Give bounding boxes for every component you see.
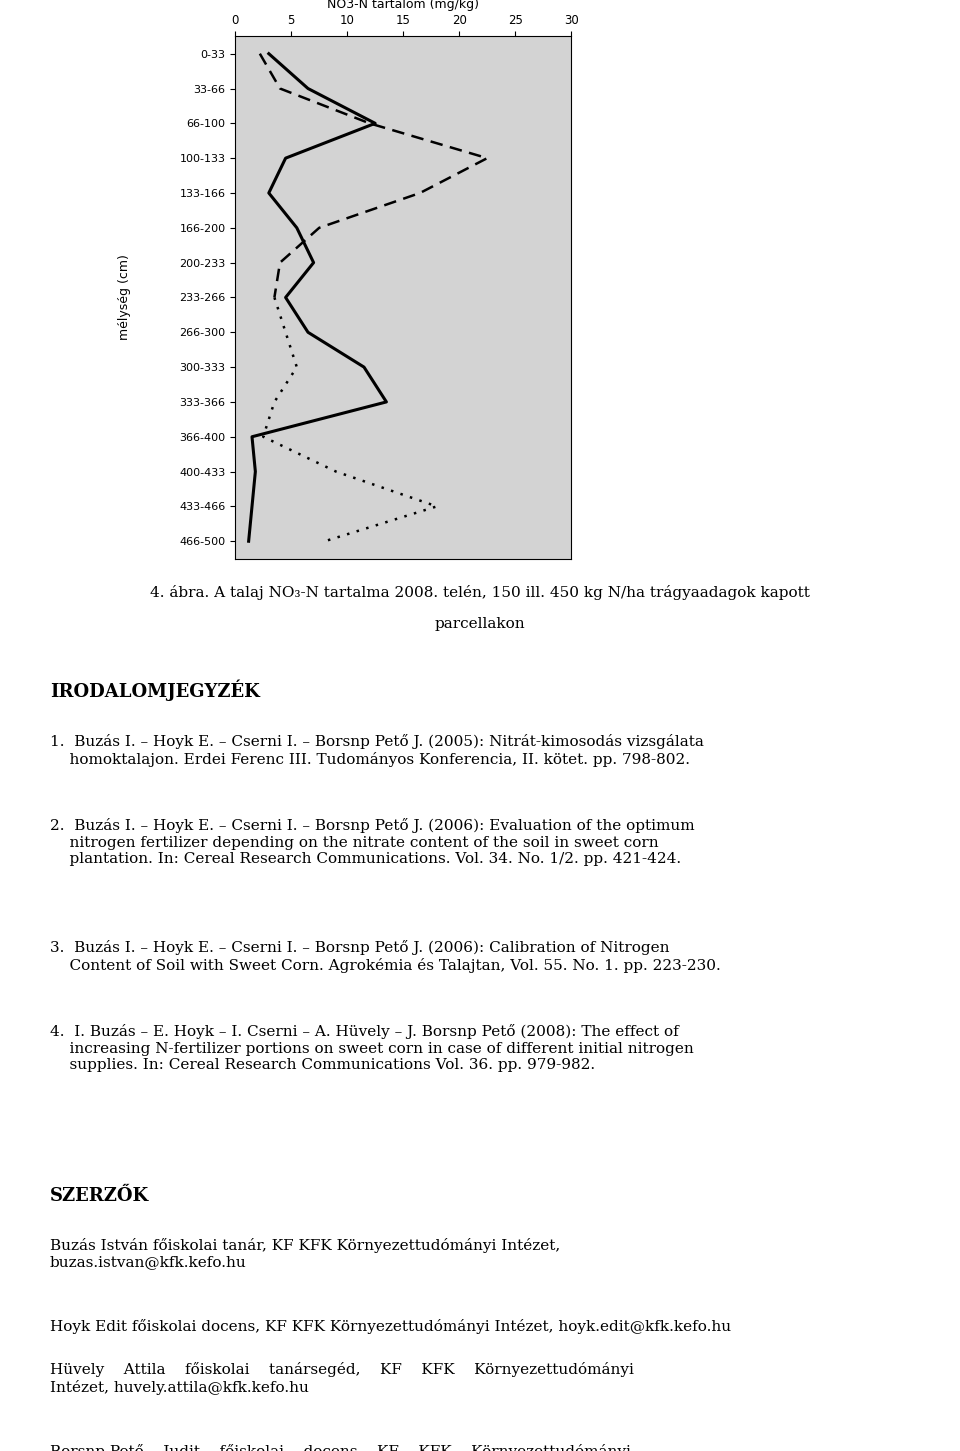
Text: Borsnp Pető    Judit    főiskolai    docens    KF    KFK    Környezettudómányi
I: Borsnp Pető Judit főiskolai docens KF KF… [50,1444,631,1451]
Y-axis label: mélység (cm): mélység (cm) [118,254,131,341]
Text: Buzás István főiskolai tanár, KF KFK Környezettudómányi Intézet,
buzas.istvan@kf: Buzás István főiskolai tanár, KF KFK Kör… [50,1238,561,1270]
X-axis label: NO3-N tartalom (mg/kg): NO3-N tartalom (mg/kg) [327,0,479,12]
Text: 3.  Buzás I. – Hoyk E. – Cserni I. – Borsnp Pető J. (2006): Calibration of Nitro: 3. Buzás I. – Hoyk E. – Cserni I. – Bors… [50,940,721,972]
Text: Hüvely    Attila    főiskolai    tanársegéd,    KF    KFK    Környezettudómányi
: Hüvely Attila főiskolai tanársegéd, KF K… [50,1362,634,1394]
Text: 4.  I. Buzás – E. Hoyk – I. Cserni – A. Hüvely – J. Borsnp Pető (2008): The effe: 4. I. Buzás – E. Hoyk – I. Cserni – A. H… [50,1024,694,1072]
Text: 1.  Buzás I. – Hoyk E. – Cserni I. – Borsnp Pető J. (2005): Nitrát-kimosodás viz: 1. Buzás I. – Hoyk E. – Cserni I. – Bors… [50,734,704,766]
Text: 2.  Buzás I. – Hoyk E. – Cserni I. – Borsnp Pető J. (2006): Evaluation of the op: 2. Buzás I. – Hoyk E. – Cserni I. – Bors… [50,818,694,866]
Text: parcellakon: parcellakon [435,617,525,631]
Text: IRODALOMJEGYZÉK: IRODALOMJEGYZÉK [50,679,259,701]
Text: Hoyk Edit főiskolai docens, KF KFK Környezettudómányi Intézet, hoyk.edit@kfk.kef: Hoyk Edit főiskolai docens, KF KFK Körny… [50,1319,732,1333]
Text: 4. ábra. A talaj NO₃-N tartalma 2008. telén, 150 ill. 450 kg N/ha trágyaadagok k: 4. ábra. A talaj NO₃-N tartalma 2008. te… [150,585,810,599]
Text: SZERZŐK: SZERZŐK [50,1187,149,1204]
